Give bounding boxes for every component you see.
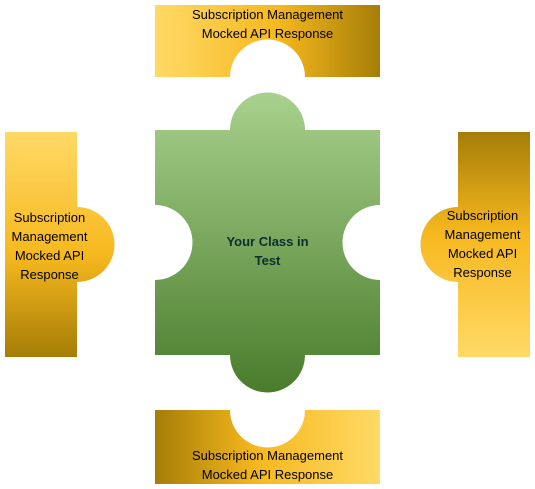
center-piece-label: Your Class in Test	[226, 234, 309, 268]
center-puzzle-piece	[155, 92, 380, 393]
left-mock-label: Subscription Management Mocked API Respo…	[11, 210, 88, 282]
top-mock-label: Subscription Management Mocked API Respo…	[191, 7, 344, 41]
top-mock-puzzle-piece	[155, 5, 380, 77]
bottom-mock-label: Subscription Management Mocked API Respo…	[191, 448, 344, 482]
right-mock-label: Subscription Management Mocked API Respo…	[444, 208, 521, 280]
right-mock-puzzle-piece	[420, 132, 530, 357]
bottom-mock-puzzle-piece	[155, 410, 380, 484]
left-mock-puzzle-piece	[5, 132, 115, 357]
